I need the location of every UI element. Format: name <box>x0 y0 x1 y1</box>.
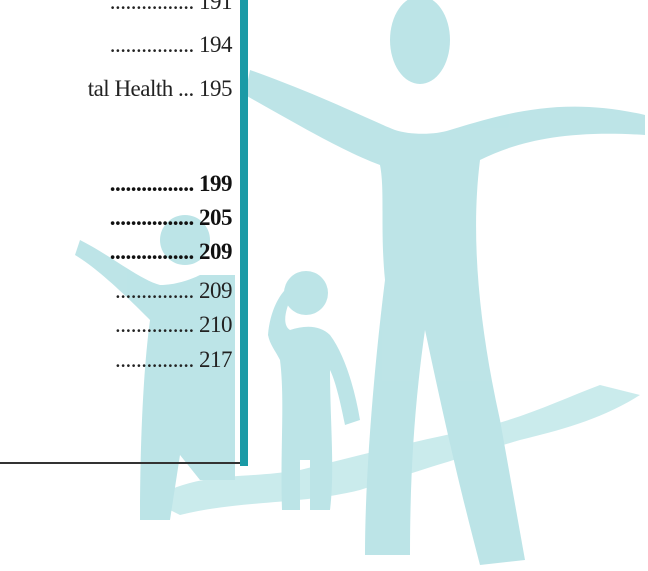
entry-text: ................ <box>110 205 194 230</box>
page-number: 195 <box>199 76 232 101</box>
entry-text: ................ <box>110 32 194 57</box>
page-number: 205 <box>199 205 232 230</box>
entry-text: ............... <box>115 347 194 372</box>
page-number: 209 <box>199 239 232 264</box>
page-number: 191 <box>199 0 232 14</box>
page-number: 194 <box>199 32 232 57</box>
toc-entry: ............... 209 <box>115 277 232 305</box>
toc-entry: tal Health ... 195 <box>88 75 232 103</box>
entry-text: tal Health ... <box>88 76 194 101</box>
page-number: 199 <box>199 171 232 196</box>
toc-entry: ................ 191 <box>110 0 232 16</box>
toc-entry: ............... 217 <box>115 346 232 374</box>
bottom-rule <box>0 462 240 464</box>
toc-entry: ............... 210 <box>115 311 232 339</box>
entry-text: ............... <box>115 312 194 337</box>
page-number: 209 <box>199 278 232 303</box>
page: {"toc": {"entries": [ {"text": "........… <box>0 0 648 571</box>
table-of-contents: ................ 191................ 194… <box>0 0 232 465</box>
entry-text: ................ <box>110 0 194 14</box>
entry-text: ................ <box>110 171 194 196</box>
toc-entry: ................ 199 <box>110 170 232 198</box>
entry-text: ............... <box>115 278 194 303</box>
toc-entry: ................ 205 <box>110 204 232 232</box>
toc-entry: ................ 194 <box>110 31 232 59</box>
page-number: 210 <box>199 312 232 337</box>
accent-bar <box>240 0 248 466</box>
entry-text: ................ <box>110 239 194 264</box>
page-number: 217 <box>199 347 232 372</box>
toc-entry: ................ 209 <box>110 238 232 266</box>
